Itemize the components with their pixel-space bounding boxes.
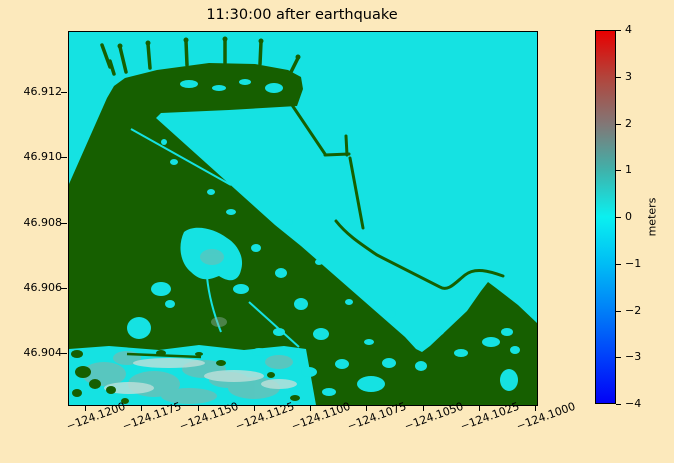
x-tick-mark [478,405,480,411]
y-tick-label: 46.906 [23,280,63,294]
colorbar-tick-label: −4 [625,397,642,410]
beach-pale-streaks [104,358,297,394]
colorbar-tick-label: −1 [625,256,642,270]
tsunami-map [69,32,537,405]
colorbar-tick-label: 1 [625,163,632,177]
colorbar-tick-mark [616,123,621,125]
colorbar-tick-mark [616,310,621,312]
flooded-patches [127,79,520,396]
x-tick-mark [310,405,312,411]
x-tick-mark [366,405,368,411]
colorbar-tick-mark [616,263,621,265]
x-tick-mark [253,405,255,411]
pier-head-bulbs [117,36,301,60]
x-tick-mark [141,405,143,411]
colorbar-tick-mark [616,30,621,32]
colorbar-tick-label: 2 [625,116,632,130]
colorbar-tick-label: 3 [625,69,632,83]
colorbar-tick-label: 0 [625,210,632,223]
y-tick-label: 46.904 [23,346,63,359]
x-tick-mark [422,405,424,411]
colorbar-tick-label: 4 [625,23,632,36]
y-tick-label: 46.912 [23,85,63,98]
marina-finger-piers [100,38,300,76]
entrance-breakwater [288,100,365,230]
y-tick-mark [61,287,67,289]
flooded-patch-gray-tinge [200,249,227,327]
flooded-streets [130,128,300,348]
plot-title: 11:30:00 after earthquake [206,7,398,23]
y-tick-mark [61,157,67,159]
colorbar-tick-mark [616,76,621,78]
beach-green-speckles [71,350,300,404]
y-tick-mark [61,222,67,224]
colorbar-tick-label: −2 [625,303,642,317]
x-tick-mark [535,405,537,411]
main-peninsula-land [69,63,537,405]
x-tick-mark [85,405,87,411]
colorbar-tick-label: −3 [625,350,642,364]
y-tick-mark [61,353,67,355]
y-tick-label: 46.910 [23,150,63,164]
curved-outer-jetty [334,219,505,290]
y-tick-label: 46.908 [23,215,63,229]
colorbar-tick-mark [616,217,621,219]
map-axes [68,31,538,406]
y-tick-mark [61,92,67,94]
colorbar [595,30,616,404]
colorbar-tick-mark [616,170,621,172]
x-tick-mark [197,405,199,411]
beach-green-dash [126,352,202,359]
colorbar-tick-mark [616,357,621,359]
colorbar-tick-mark [616,404,621,406]
